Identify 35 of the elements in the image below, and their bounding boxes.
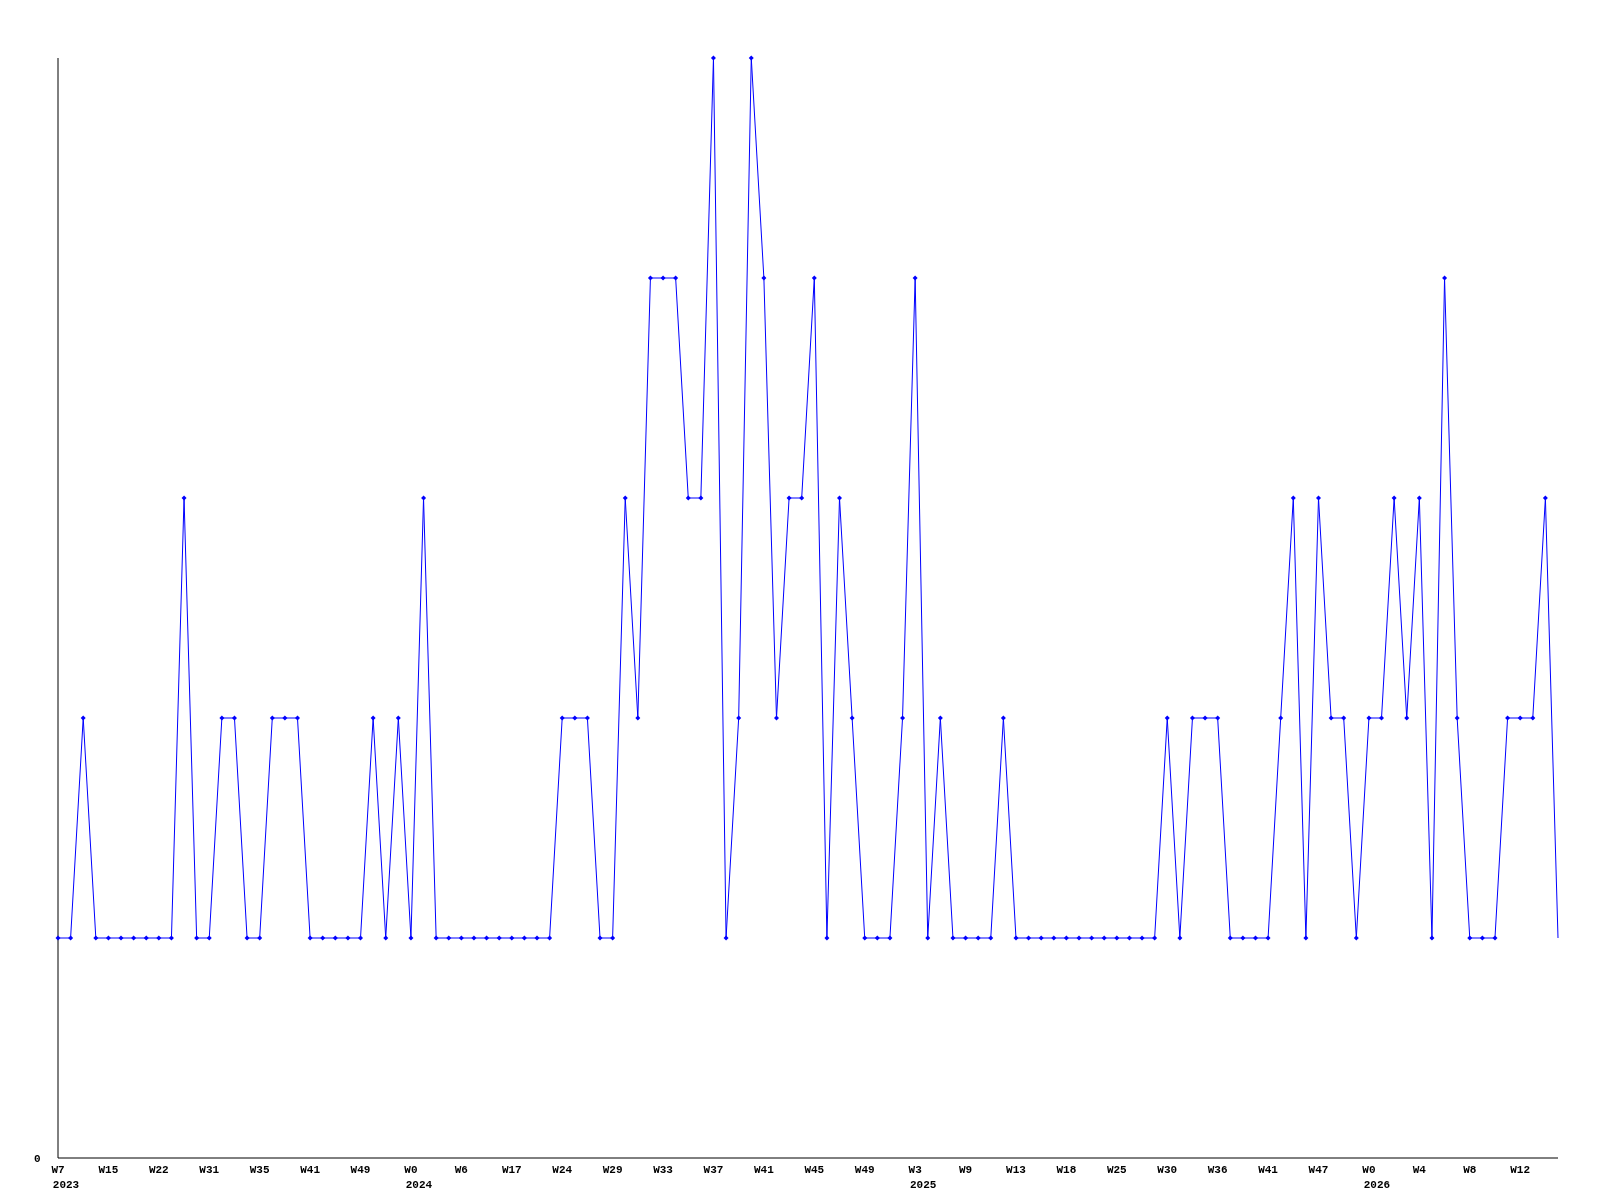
- x-tick-label: W35: [249, 1164, 270, 1176]
- x-tick-label: W24: [552, 1164, 573, 1176]
- x-tick-label: W31: [199, 1164, 220, 1176]
- x-tick-label: W6: [454, 1164, 468, 1176]
- x-tick-label: W41: [753, 1164, 775, 1176]
- text: 2026: [1363, 1179, 1391, 1191]
- x-tick-label: W0: [1362, 1164, 1376, 1176]
- x-tick-label: W7: [51, 1164, 65, 1176]
- x-tick-label: W49: [350, 1164, 371, 1176]
- x-tick-label: W36: [1207, 1164, 1228, 1176]
- x-tick-label: W29: [602, 1164, 623, 1176]
- x-tick-label: W37: [703, 1164, 724, 1176]
- x-tick-label: W41: [300, 1164, 321, 1176]
- x-tick-label: W22: [148, 1164, 169, 1176]
- text: 0: [34, 1153, 41, 1165]
- x-tick-label: W15: [98, 1164, 119, 1176]
- x-tick-label: W33: [653, 1164, 674, 1176]
- x-tick-label: W13: [1006, 1164, 1027, 1176]
- x-tick-label: W4: [1412, 1164, 1427, 1176]
- text: 2025: [909, 1179, 937, 1191]
- x-tick-label: W3: [908, 1164, 923, 1176]
- x-tick-label: W12: [1510, 1164, 1531, 1176]
- x-tick-label: W0: [404, 1164, 418, 1176]
- x-tick-label: W8: [1463, 1164, 1477, 1176]
- x-tick-label: W18: [1056, 1164, 1077, 1176]
- x-tick-label: W41: [1258, 1164, 1279, 1176]
- x-tick-label: W25: [1106, 1164, 1128, 1176]
- text: 2024: [405, 1179, 433, 1191]
- x-tick-label: W30: [1157, 1164, 1178, 1176]
- x-tick-label: W49: [854, 1164, 875, 1176]
- x-tick-label: W47: [1308, 1164, 1329, 1176]
- x-tick-label: W45: [804, 1164, 825, 1176]
- x-tick-label: W9: [958, 1164, 973, 1176]
- text: 2023: [52, 1179, 80, 1191]
- x-tick-label: W17: [501, 1164, 522, 1176]
